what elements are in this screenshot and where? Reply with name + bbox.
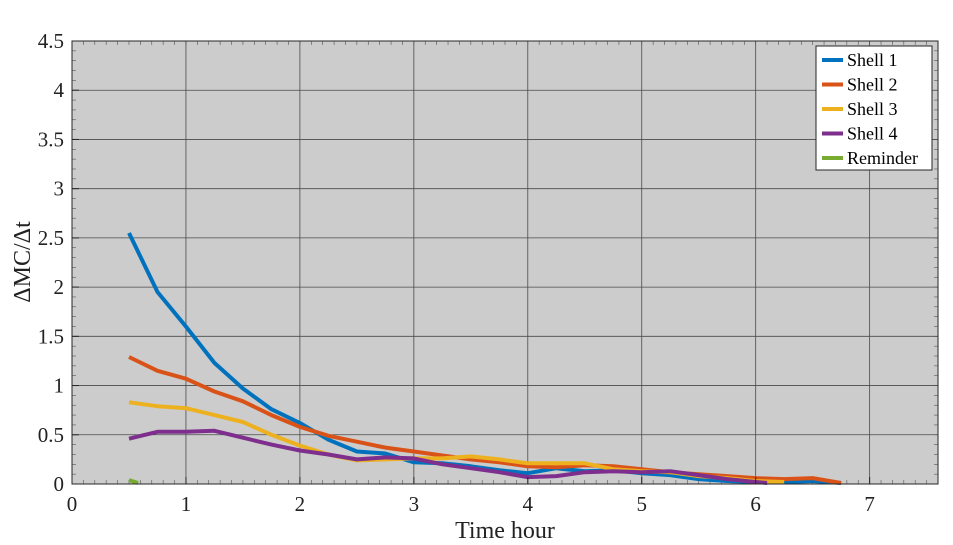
x-tick-label: 2 — [295, 492, 306, 516]
legend-label: Shell 2 — [847, 75, 898, 95]
legend-label: Shell 4 — [847, 124, 898, 144]
x-tick-label: 6 — [750, 492, 761, 516]
x-tick-label: 3 — [409, 492, 420, 516]
series-layer — [127, 232, 842, 485]
y-tick-label: 3 — [54, 177, 65, 201]
legend: Shell 1 Shell 2 Shell 3 Shell 4 Reminder — [815, 45, 933, 171]
x-tick-label: 4 — [523, 492, 534, 516]
legend-label: Shell 3 — [847, 99, 898, 119]
y-tick-label: 0 — [54, 472, 65, 496]
series-line-4 — [128, 428, 768, 485]
x-axis-title: Time hour — [455, 518, 555, 544]
y-tick-label: 4.5 — [38, 29, 64, 53]
plot-frame — [71, 40, 939, 485]
x-tick-label: 1 — [181, 492, 192, 516]
y-tick-label: 4 — [54, 78, 65, 102]
y-tick-label: 2 — [54, 275, 65, 299]
x-tick-label: 5 — [636, 492, 647, 516]
y-axis-title: ΔMC/Δt — [10, 221, 36, 303]
legend-label: Shell 1 — [847, 50, 898, 70]
y-tick-label: 1.5 — [38, 324, 64, 348]
y-axis-ticks: 0 0.5 1 1.5 2 2.5 3 3.5 4 4.5 — [38, 29, 79, 496]
x-axis-ticks: 0 1 2 3 4 5 6 7 — [67, 477, 875, 516]
y-tick-label: 1 — [54, 374, 65, 398]
x-tick-label: 0 — [67, 492, 78, 516]
grid-lines — [72, 41, 938, 484]
legend-label: Reminder — [847, 148, 918, 168]
y-tick-label: 0.5 — [38, 423, 64, 447]
series-line-5 — [128, 478, 139, 485]
y-tick-label: 3.5 — [38, 127, 64, 151]
x-tick-label: 7 — [864, 492, 875, 516]
plot-area — [72, 41, 938, 484]
y-tick-label: 2.5 — [38, 226, 64, 250]
